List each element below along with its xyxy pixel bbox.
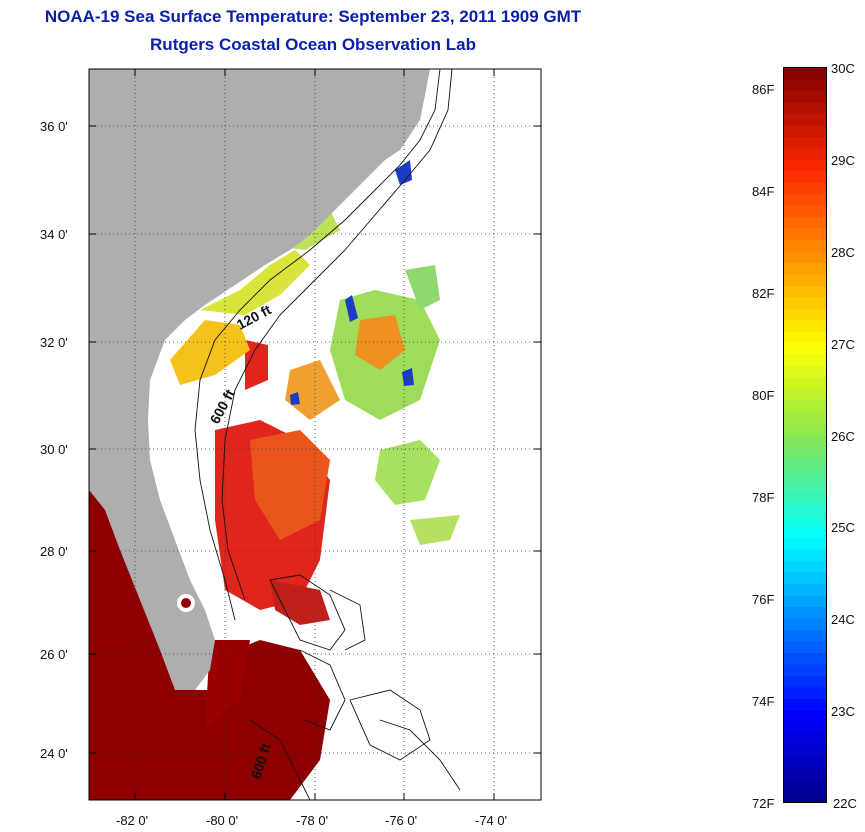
cb-label-74f: 74F [752,694,775,709]
cb-label-86f: 86F [752,82,775,97]
cb-label-76f: 76F [752,592,775,607]
temperature-colorbar [783,67,827,803]
lat-label-32: 32 0' [40,335,68,350]
lat-label-34: 34 0' [40,227,68,242]
cb-label-22c: 22C [833,796,857,811]
lon-label-80: -80 0' [206,813,238,828]
cb-label-78f: 78F [752,490,775,505]
bathymetry-contours [194,69,461,800]
land-mass [89,69,430,690]
lon-label-76: -76 0' [385,813,417,828]
sst-map: 120 ft 600 ft 600 ft 36 0' 34 0' [40,68,542,828]
cb-label-72f: 72F [752,796,775,811]
lon-label-82: -82 0' [116,813,148,828]
cb-label-82f: 82F [752,286,775,301]
cb-label-84f: 84F [752,184,775,199]
cb-label-30c: 30C [831,61,855,76]
cb-label-80f: 80F [752,388,775,403]
cb-label-27c: 27C [831,337,855,352]
cb-label-25c: 25C [831,520,855,535]
map-title: NOAA-19 Sea Surface Temperature: Septemb… [44,7,582,26]
lon-label-78: -78 0' [296,813,328,828]
lat-label-30: 30 0' [40,442,68,457]
cb-label-26c: 26C [831,429,855,444]
map-subtitle: Rutgers Coastal Ocean Observation Lab [150,35,476,54]
cb-label-24c: 24C [831,612,855,627]
lat-label-36: 36 0' [40,119,68,134]
cb-label-29c: 29C [831,153,855,168]
lat-label-24: 24 0' [40,746,68,761]
lat-label-28: 28 0' [40,544,68,559]
cb-label-28c: 28C [831,245,855,260]
lon-label-74: -74 0' [475,813,507,828]
lat-label-26: 26 0' [40,647,68,662]
graticule-grid [89,69,541,800]
cb-label-23c: 23C [831,704,855,719]
